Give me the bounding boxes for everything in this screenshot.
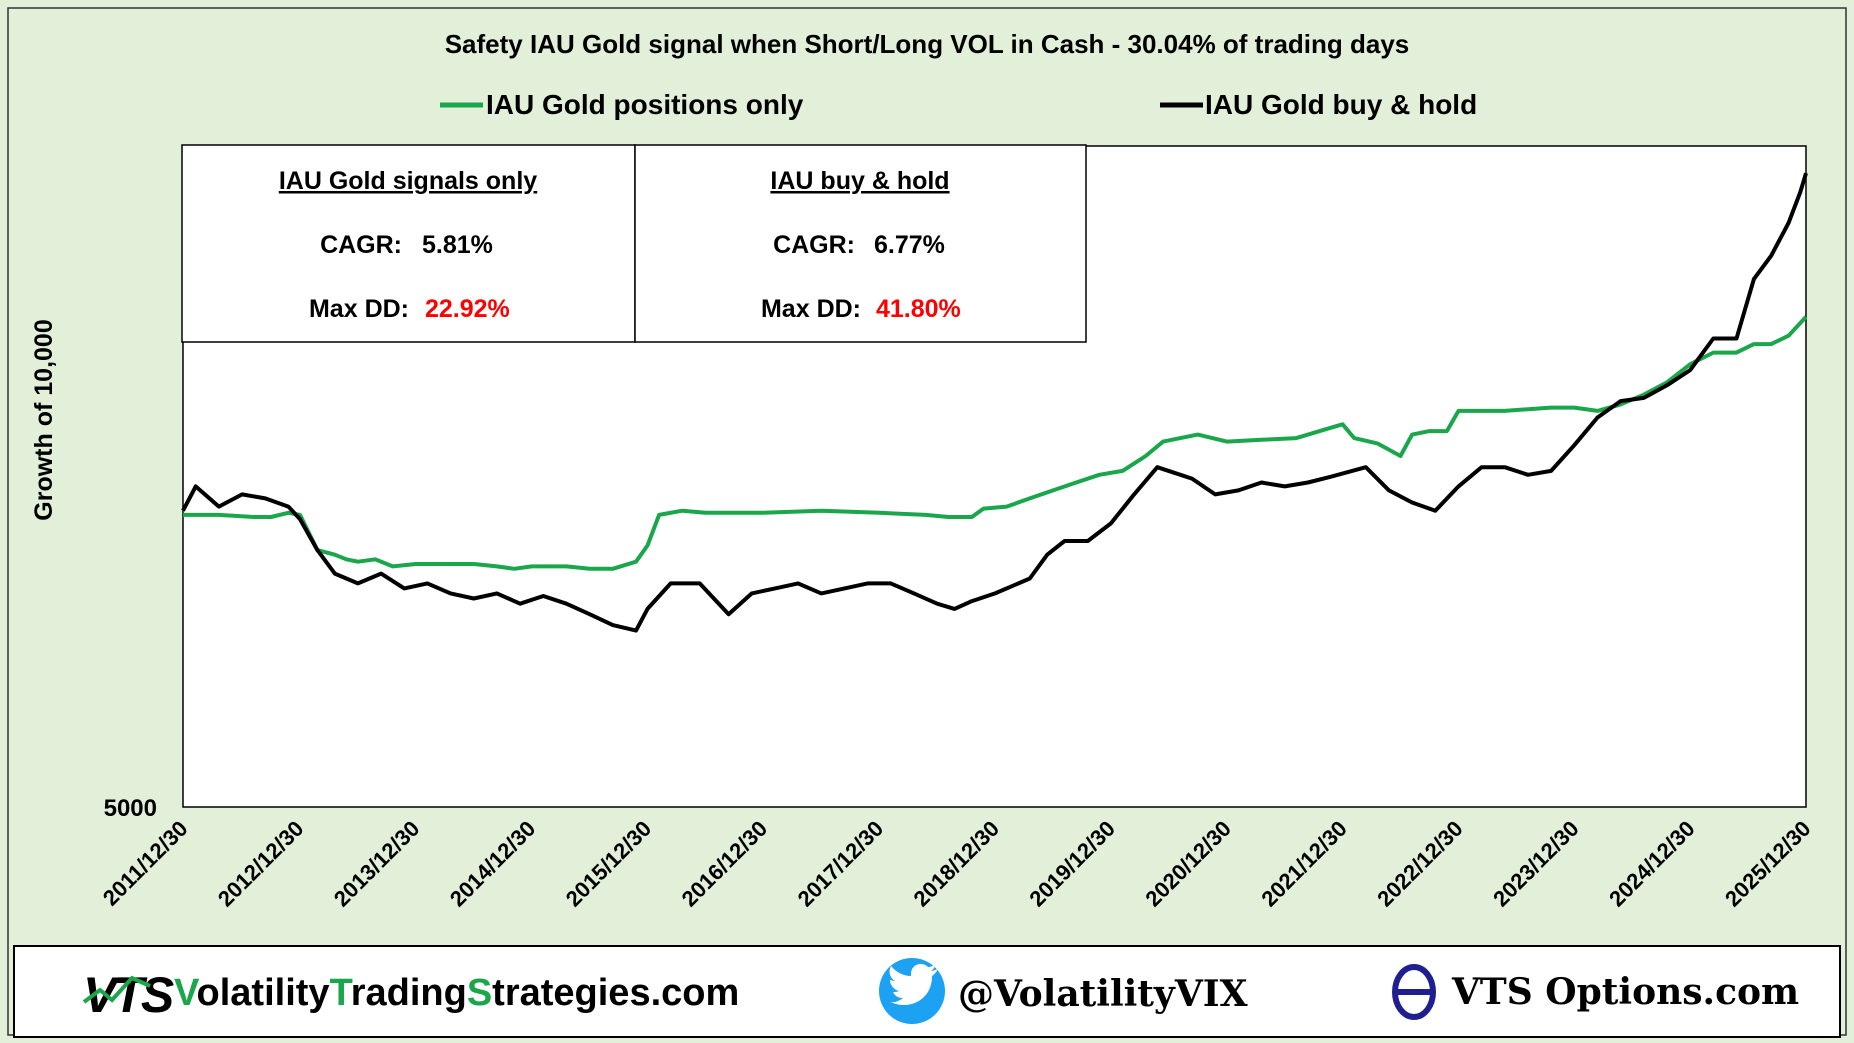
theta-icon — [1392, 964, 1436, 1020]
site-word-2-rest: rading — [351, 972, 467, 1014]
stats-buyhold-header: IAU buy & hold — [770, 167, 949, 195]
site-word-1-initial: V — [174, 972, 200, 1014]
stats-buyhold-dd-value: 41.80% — [876, 295, 961, 323]
stats-buyhold-cagr-label: CAGR: — [773, 231, 855, 259]
stats-buyhold-dd-label: Max DD: — [761, 295, 861, 323]
vts-logo: VTS — [82, 967, 177, 1023]
stats-box-buyhold — [634, 144, 1087, 343]
vts-logo-swoosh — [82, 975, 151, 1004]
vts-logo-text: VTS — [83, 967, 174, 1023]
options-site-link[interactable]: VTS Options.com — [1451, 971, 1799, 1013]
stats-buyhold-cagr-value: 6.77% — [874, 231, 945, 259]
twitter-handle[interactable]: @VolatilityVIX — [958, 973, 1248, 1015]
series-layer — [181, 172, 1808, 633]
y-axis-label: Growth of 10,000 — [30, 319, 58, 520]
legend-label-buyhold: IAU Gold buy & hold — [1205, 89, 1477, 120]
stats-signals-header: IAU Gold signals only — [279, 167, 537, 195]
stats-signals-dd-value: 22.92% — [425, 295, 510, 323]
stats-signals-dd-label: Max DD: — [309, 295, 409, 323]
stats-signals-cagr-label: CAGR: — [320, 231, 402, 259]
chart-title: Safety IAU Gold signal when Short/Long V… — [445, 29, 1410, 59]
series-positions-line — [183, 315, 1808, 571]
site-word-2-initial: T — [330, 972, 353, 1014]
site-tail: .com — [651, 972, 740, 1014]
series-buyhold-line — [181, 172, 1808, 633]
stats-box-signals — [181, 144, 636, 343]
site-link[interactable]: VolatilityTradingStrategies.com — [174, 972, 739, 1014]
site-word-1-rest: olatility — [197, 972, 330, 1014]
y-tick-label-5000: 5000 — [104, 795, 157, 822]
twitter-icon — [879, 958, 945, 1024]
stats-signals-cagr-value: 5.81% — [422, 231, 493, 259]
legend-label-positions: IAU Gold positions only — [486, 89, 804, 120]
site-word-3-rest: trategies — [492, 972, 650, 1014]
site-word-3-initial: S — [467, 972, 492, 1014]
